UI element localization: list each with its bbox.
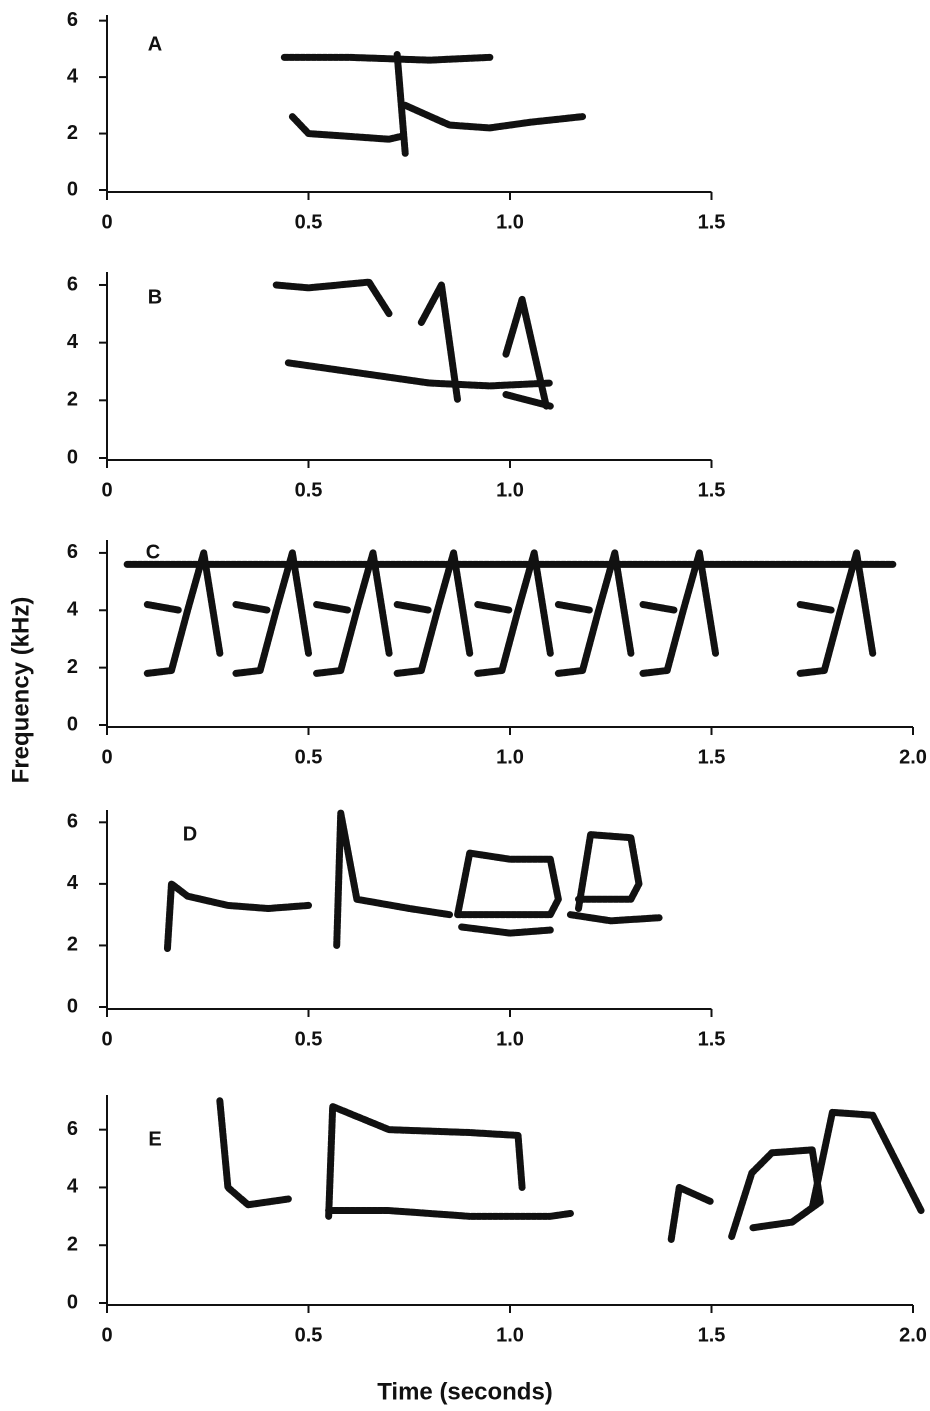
x-tick-label: 1.0 (496, 746, 524, 768)
x-tick-label: 0.5 (295, 746, 323, 768)
x-tick-label: 1.0 (496, 479, 524, 501)
y-tick-label: 4 (67, 65, 79, 87)
x-tick-label: 0 (101, 1324, 112, 1346)
x-tick-label: 1.5 (698, 479, 726, 501)
spectrogram-trace (639, 549, 720, 677)
x-tick-label: 1.5 (698, 1324, 726, 1346)
x-tick-label: 0.5 (295, 1324, 323, 1346)
spectrogram-trace (796, 601, 836, 614)
spectrogram-trace (474, 601, 514, 614)
spectrogram-trace (313, 549, 393, 677)
x-tick-label: 1.0 (496, 211, 524, 233)
y-tick-label: 0 (67, 995, 78, 1017)
x-tick-label: 0 (101, 479, 112, 501)
spectrogram-trace (667, 1183, 715, 1243)
spectrogram-trace (313, 601, 353, 614)
x-tick-label: 1.5 (698, 211, 726, 233)
y-tick-label: 4 (67, 1176, 79, 1198)
spectrogram-trace (143, 549, 224, 677)
panel-label: B (148, 286, 162, 308)
spectrogram-trace (232, 549, 312, 677)
x-tick-label: 1.5 (698, 746, 726, 768)
x-tick-label: 2.0 (899, 1324, 927, 1346)
spectrogram-trace (393, 51, 409, 157)
spectrogram-trace (393, 549, 474, 677)
y-tick-label: 6 (67, 1118, 78, 1140)
y-tick-label: 2 (67, 122, 78, 144)
spectrogram-trace (454, 849, 562, 919)
spectrogram-trace (280, 53, 494, 64)
y-axis-label: Frequency (kHz) (7, 597, 34, 784)
spectrogram-trace (796, 549, 877, 677)
spectrogram-trace (325, 1207, 574, 1220)
spectrogram-trace (288, 113, 405, 143)
spectrogram-trace (458, 923, 554, 937)
x-tick-label: 0.5 (295, 479, 323, 501)
x-tick-label: 2.0 (899, 746, 927, 768)
x-tick-label: 0 (101, 746, 112, 768)
spectrogram-trace (502, 295, 550, 410)
x-tick-label: 1.5 (698, 1028, 726, 1050)
spectrogram-trace (393, 601, 433, 614)
y-tick-label: 6 (67, 9, 78, 31)
y-tick-label: 6 (67, 811, 78, 833)
panel-label: C (146, 541, 160, 563)
spectrogram-trace (554, 601, 595, 614)
spectrogram-trace (554, 549, 635, 677)
spectrogram-trace (216, 1097, 292, 1209)
spectrogram-trace (333, 809, 454, 949)
spectrogram-trace (474, 549, 554, 677)
spectrogram-trace (728, 1146, 824, 1241)
spectrogram-trace (272, 278, 393, 318)
spectrogram-trace (808, 1108, 925, 1215)
y-tick-label: 4 (67, 599, 79, 621)
spectrogram-trace (417, 281, 462, 404)
x-tick-label: 0 (101, 1028, 112, 1050)
panel-label: D (183, 823, 197, 845)
y-tick-label: 0 (67, 713, 78, 735)
spectrogram-trace (284, 359, 554, 390)
y-tick-label: 0 (67, 178, 78, 200)
panel-label: A (148, 33, 162, 55)
x-axis-label: Time (seconds) (377, 1378, 553, 1405)
y-tick-label: 2 (67, 1234, 78, 1256)
y-tick-label: 2 (67, 934, 78, 956)
spectrogram-trace (401, 101, 587, 132)
y-tick-label: 2 (67, 389, 78, 411)
y-tick-label: 2 (67, 656, 78, 678)
y-tick-label: 0 (67, 1291, 78, 1313)
panel-label: E (148, 1128, 161, 1150)
y-tick-label: 4 (67, 872, 79, 894)
spectrogram-trace (325, 1103, 526, 1220)
spectrogram-trace (163, 880, 312, 953)
spectrogram-trace (575, 831, 643, 912)
spectrogram-trace (143, 601, 184, 614)
y-tick-label: 6 (67, 273, 78, 295)
y-tick-label: 6 (67, 541, 78, 563)
x-tick-label: 0.5 (295, 211, 323, 233)
x-tick-label: 0.5 (295, 1028, 323, 1050)
spectrogram-trace (639, 601, 679, 614)
y-tick-label: 0 (67, 446, 78, 468)
x-tick-label: 0 (101, 211, 112, 233)
y-tick-label: 4 (67, 331, 79, 353)
spectrogram-trace (502, 391, 554, 410)
x-tick-label: 1.0 (496, 1028, 524, 1050)
x-tick-label: 1.0 (496, 1324, 524, 1346)
spectrogram-trace (566, 911, 663, 925)
spectrogram-trace (232, 601, 272, 614)
